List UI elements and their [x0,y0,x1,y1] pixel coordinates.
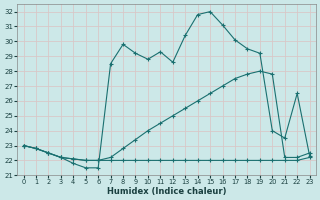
X-axis label: Humidex (Indice chaleur): Humidex (Indice chaleur) [107,187,226,196]
